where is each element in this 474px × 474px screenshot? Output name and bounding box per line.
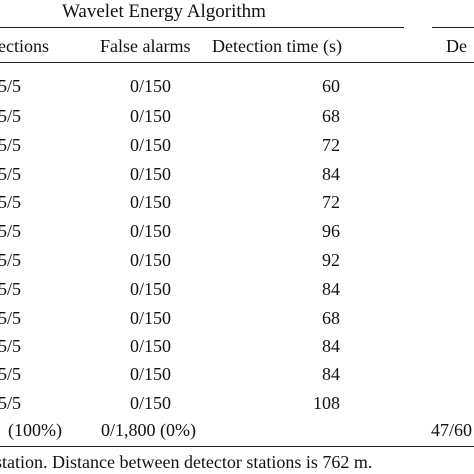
table-row: 5/5 0/150 60 — [0, 76, 474, 96]
next-group-rule — [432, 27, 474, 28]
total-detections: (100%) — [8, 420, 62, 440]
bottom-rule — [0, 446, 474, 447]
header-detection-time: Detection time (s) — [212, 36, 342, 56]
detections-cell: 5/5 — [0, 250, 22, 270]
detections-cell: 5/5 — [0, 279, 22, 299]
group-rule — [0, 27, 404, 28]
table-group-title: Wavelet Energy Algorithm — [62, 1, 266, 22]
table-row: 5/5 0/150 92 — [0, 250, 474, 270]
detections-cell: 5/5 — [0, 76, 22, 96]
detection-time-cell: 108 — [313, 393, 340, 413]
table-row: 5/5 0/150 72 — [0, 135, 474, 155]
header-rule — [0, 62, 474, 63]
total-false-alarms: 0/1,800 (0%) — [101, 420, 196, 440]
false-alarms-cell: 0/150 — [130, 76, 172, 96]
false-alarms-cell: 0/150 — [130, 250, 172, 270]
false-alarms-cell: 0/150 — [130, 393, 172, 413]
detections-cell: 5/5 — [0, 364, 22, 384]
false-alarms-cell: 0/150 — [130, 279, 172, 299]
detection-time-cell: 68 — [322, 308, 340, 328]
detection-time-cell: 96 — [322, 221, 340, 241]
detections-cell: 5/5 — [0, 336, 22, 356]
false-alarms-cell: 0/150 — [130, 364, 172, 384]
detections-cell: 5/5 — [0, 135, 22, 155]
header-next-group: De — [446, 36, 467, 56]
table-footnote: station. Distance between detector stati… — [0, 452, 373, 472]
detections-cell: 5/5 — [0, 393, 22, 413]
header-false-alarms: False alarms — [100, 36, 191, 56]
detections-cell: 5/5 — [0, 192, 22, 212]
detection-time-cell: 84 — [322, 164, 340, 184]
table-row: 5/5 0/150 68 — [0, 106, 474, 126]
detection-time-cell: 72 — [322, 192, 340, 212]
detection-time-cell: 92 — [322, 250, 340, 270]
false-alarms-cell: 0/150 — [130, 106, 172, 126]
false-alarms-cell: 0/150 — [130, 135, 172, 155]
detection-time-cell: 72 — [322, 135, 340, 155]
detection-time-cell: 84 — [322, 364, 340, 384]
false-alarms-cell: 0/150 — [130, 192, 172, 212]
table-row: 5/5 0/150 84 — [0, 164, 474, 184]
table-row: 5/5 0/150 84 — [0, 336, 474, 356]
detections-cell: 5/5 — [0, 164, 22, 184]
table-row: 5/5 0/150 84 — [0, 279, 474, 299]
header-row: ections False alarms Detection time (s) … — [0, 36, 474, 56]
detection-time-cell: 68 — [322, 106, 340, 126]
false-alarms-cell: 0/150 — [130, 308, 172, 328]
detections-cell: 5/5 — [0, 308, 22, 328]
detections-cell: 5/5 — [0, 221, 22, 241]
total-row: (100%) 0/1,800 (0%) 47/60 — [0, 420, 474, 440]
false-alarms-cell: 0/150 — [130, 336, 172, 356]
table-row: 5/5 0/150 108 — [0, 393, 474, 413]
detection-time-cell: 84 — [322, 336, 340, 356]
table-row: 5/5 0/150 72 — [0, 192, 474, 212]
detection-time-cell: 60 — [322, 76, 340, 96]
false-alarms-cell: 0/150 — [130, 164, 172, 184]
header-detections: ections — [0, 36, 49, 56]
table-row: 5/5 0/150 84 — [0, 364, 474, 384]
total-next-group: 47/60 — [431, 420, 473, 440]
table-row: 5/5 0/150 96 — [0, 221, 474, 241]
detections-cell: 5/5 — [0, 106, 22, 126]
table-row: 5/5 0/150 68 — [0, 308, 474, 328]
false-alarms-cell: 0/150 — [130, 221, 172, 241]
detection-time-cell: 84 — [322, 279, 340, 299]
